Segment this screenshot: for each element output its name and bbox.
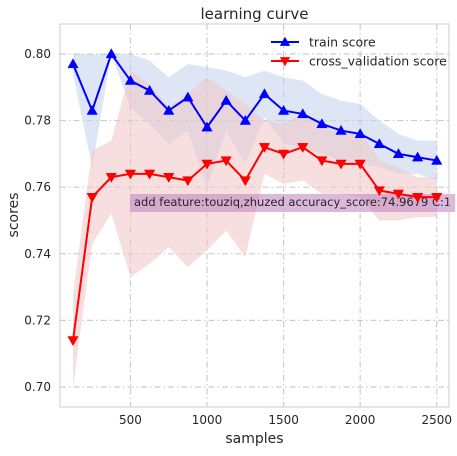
legend-marker-cross-validation-score xyxy=(279,57,291,67)
point-cross-validation-score xyxy=(201,159,213,170)
x-tick-label: 1500 xyxy=(268,413,299,427)
point-cross-validation-score xyxy=(182,176,194,187)
chart-title: learning curve xyxy=(201,5,309,23)
x-tick-label: 1000 xyxy=(192,413,223,427)
series-markers xyxy=(67,48,443,347)
point-cross-validation-score xyxy=(297,143,309,153)
point-cross-validation-score xyxy=(124,169,137,180)
point-cross-validation-score xyxy=(258,143,271,153)
annotation-text: add feature:touziq,zhuzed accuracy_score… xyxy=(134,195,451,209)
annotation-box xyxy=(130,194,456,212)
point-train-score xyxy=(316,118,328,129)
point-cross-validation-score xyxy=(163,173,175,183)
point-cross-validation-score xyxy=(277,149,290,160)
point-cross-validation-score xyxy=(86,193,98,203)
point-cross-validation-score xyxy=(431,193,443,203)
point-cross-validation-score xyxy=(220,156,232,167)
point-train-score xyxy=(182,91,194,102)
point-train-score xyxy=(258,88,271,99)
plot-border xyxy=(59,23,450,408)
y-tick-labels: 0.70 0.72 0.74 0.76 0.78 0.80 xyxy=(24,47,51,394)
x-axis-label: samples xyxy=(225,431,283,447)
y-tick-label: 0.70 xyxy=(24,380,51,394)
x-tick-label: 2000 xyxy=(345,413,376,427)
point-cross-validation-score xyxy=(143,169,156,180)
point-train-score xyxy=(201,121,213,132)
point-train-score xyxy=(86,104,98,115)
point-cross-validation-score xyxy=(354,159,366,170)
point-train-score xyxy=(431,154,443,165)
point-train-score xyxy=(143,84,156,95)
point-train-score xyxy=(373,138,385,149)
y-axis-label: scores xyxy=(6,193,22,238)
point-train-score xyxy=(239,114,251,125)
band-cross-validation-score xyxy=(73,70,437,388)
point-train-score xyxy=(277,104,290,115)
point-cross-validation-score xyxy=(373,186,385,197)
legend-marker-train-score xyxy=(279,36,291,46)
x-tick-label: 2500 xyxy=(421,413,452,427)
point-train-score xyxy=(67,58,79,69)
point-cross-validation-score xyxy=(335,159,347,170)
y-tick-label: 0.80 xyxy=(24,47,51,61)
legend-label-train-score: train score xyxy=(309,35,376,50)
confidence-bands xyxy=(73,53,437,388)
point-train-score xyxy=(392,148,405,159)
point-train-score xyxy=(220,94,232,105)
point-cross-validation-score xyxy=(392,189,405,200)
point-cross-validation-score xyxy=(316,156,328,167)
legend-item-cross-validation-score: cross_validation score xyxy=(271,54,447,69)
point-train-score xyxy=(354,128,366,139)
legend-item-train-score: train score xyxy=(271,35,376,50)
y-tick-label: 0.78 xyxy=(24,114,51,128)
point-cross-validation-score xyxy=(239,176,251,187)
annotation: add feature:touziq,zhuzed accuracy_score… xyxy=(130,194,456,212)
legend: train score cross_validation score xyxy=(271,35,447,69)
y-tick-label: 0.74 xyxy=(24,247,51,261)
point-cross-validation-score xyxy=(411,193,424,203)
x-tick-label: 500 xyxy=(119,413,142,427)
y-tick-label: 0.76 xyxy=(24,180,51,194)
point-train-score xyxy=(163,104,175,115)
point-train-score xyxy=(124,74,137,85)
point-train-score xyxy=(411,151,424,162)
legend-label-cross-validation-score: cross_validation score xyxy=(309,54,447,69)
point-train-score xyxy=(105,48,117,59)
y-tick-label: 0.72 xyxy=(24,313,51,327)
point-train-score xyxy=(335,124,347,135)
point-cross-validation-score xyxy=(105,173,117,183)
x-tick-labels: 500 1000 1500 2000 2500 xyxy=(119,413,452,427)
point-cross-validation-score xyxy=(67,336,79,347)
point-train-score xyxy=(297,108,309,119)
